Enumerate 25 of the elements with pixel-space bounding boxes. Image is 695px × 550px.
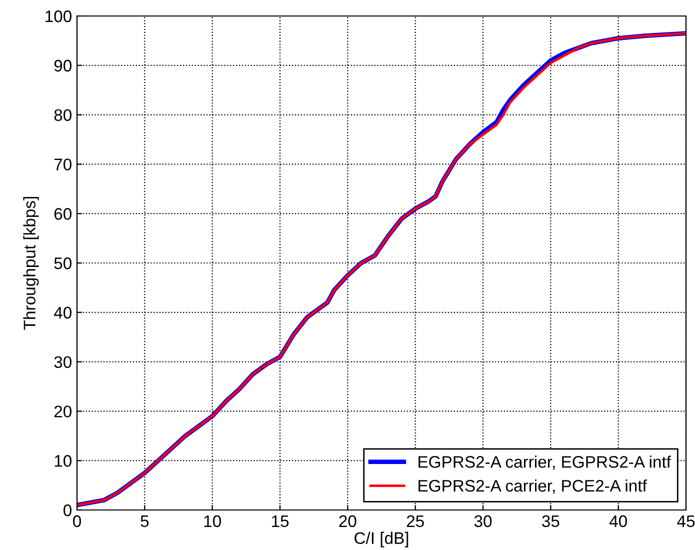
y-tick-label: 0 <box>64 504 72 516</box>
x-tick-label: 15 <box>272 515 289 528</box>
x-tick-label: 30 <box>474 515 492 528</box>
y-axis-title: Throughput [kbps] <box>23 197 39 330</box>
y-tick-label: 80 <box>54 109 72 122</box>
legend-label: EGPRS2-A carrier, EGPRS2-A intf <box>418 456 672 470</box>
y-tick-label: 40 <box>54 306 72 319</box>
x-tick-label: 5 <box>140 515 149 528</box>
y-tick-label: 100 <box>46 10 72 22</box>
y-tick-label: 50 <box>54 257 72 270</box>
x-tick-label: 0 <box>73 515 81 528</box>
x-tick-label: 10 <box>204 515 221 528</box>
y-tick-label: 90 <box>54 60 72 72</box>
x-tick-label: 40 <box>609 515 627 528</box>
x-tick-label: 35 <box>542 515 560 528</box>
x-tick-label: 20 <box>339 515 356 528</box>
x-tick-label: 25 <box>406 515 424 528</box>
x-tick-label: 45 <box>677 515 695 528</box>
y-tick-label: 70 <box>54 158 72 170</box>
y-tick-label: 60 <box>54 208 72 220</box>
y-tick-label: 20 <box>54 406 72 418</box>
x-axis-title: C/I [dB] <box>354 532 408 548</box>
legend-label: EGPRS2-A carrier, PCE2-A intf <box>418 479 647 494</box>
y-tick-label: 10 <box>54 455 72 467</box>
y-tick-label: 30 <box>54 356 72 368</box>
